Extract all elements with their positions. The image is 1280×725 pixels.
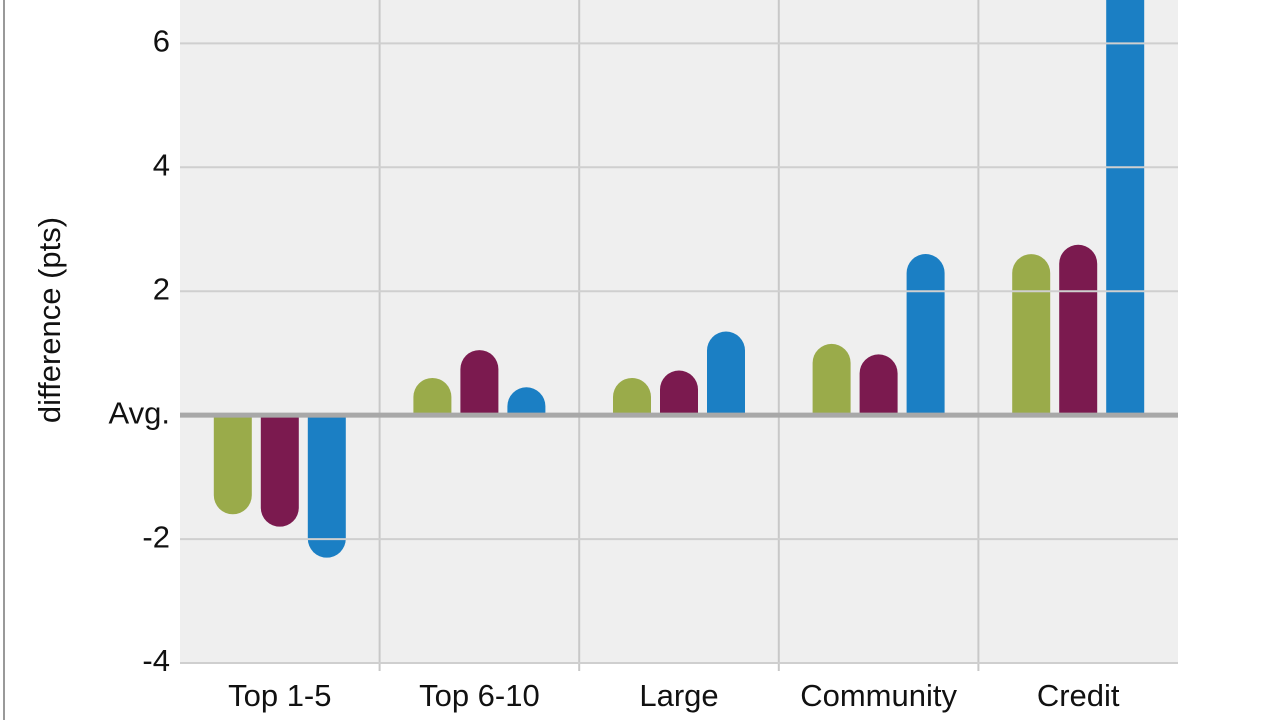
bar <box>812 343 851 414</box>
bar <box>1012 254 1051 414</box>
bar <box>307 417 346 558</box>
x-tick-label: Top 6-10 <box>419 678 540 713</box>
y-tick-label: 6 <box>153 24 170 59</box>
y-tick-label: -2 <box>142 519 170 554</box>
x-tick-label: Credit <box>1037 678 1120 713</box>
bar <box>1106 0 1145 414</box>
y-tick-label: -4 <box>142 643 170 678</box>
bar <box>660 370 698 414</box>
x-tick-label: Top 1-5 <box>228 678 331 713</box>
bar <box>213 417 252 515</box>
plot <box>213 0 1145 558</box>
x-tick-label: Community <box>800 678 957 713</box>
plot-area <box>180 0 1178 663</box>
bar <box>1059 244 1098 414</box>
y-tick-label: 2 <box>153 271 170 306</box>
bar <box>260 417 299 527</box>
bar <box>707 331 745 414</box>
x-tick-label: Large <box>639 678 718 713</box>
bar <box>413 377 452 414</box>
bar <box>859 354 898 414</box>
y-tick-label: 4 <box>153 147 170 182</box>
bar <box>613 377 651 414</box>
bar <box>507 387 546 414</box>
y-axis-label: difference (pts) <box>32 217 67 423</box>
bar <box>460 350 499 414</box>
y-tick-label: Avg. <box>109 395 170 430</box>
bar <box>906 254 945 414</box>
